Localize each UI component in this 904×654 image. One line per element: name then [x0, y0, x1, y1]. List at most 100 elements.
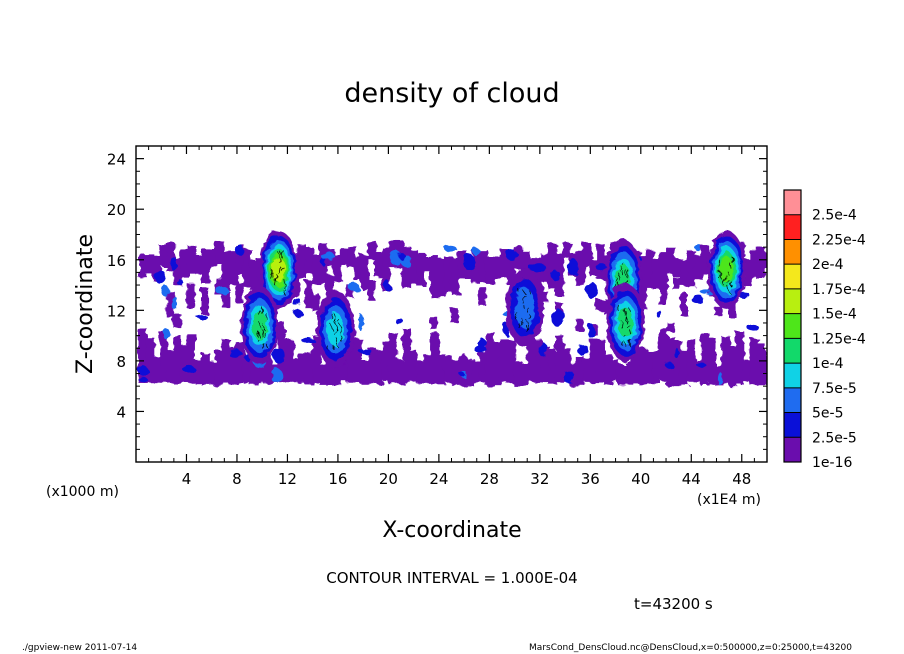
chart-title: density of cloud [344, 78, 559, 109]
contour-line [526, 307, 529, 313]
cloud-cell [666, 336, 675, 386]
density-cell [398, 253, 406, 260]
density-cell [301, 337, 315, 344]
density-cell [171, 295, 177, 310]
contour-line [521, 318, 524, 323]
colorbar-swatch [784, 363, 801, 388]
cloud-cell [277, 322, 285, 336]
cloud-cell [679, 260, 689, 286]
cloud-cell [714, 306, 723, 317]
colorbar-label: 1e-16 [812, 455, 852, 471]
contour-line [271, 269, 273, 277]
time-label: t=43200 s [634, 595, 713, 613]
cloud-cell [659, 328, 668, 382]
density-cell [154, 269, 166, 284]
cloud-cell [173, 258, 183, 286]
cloud-cell [700, 246, 710, 274]
cloud-cell [548, 349, 557, 385]
density-cell [696, 362, 707, 368]
x-tick-label: 36 [581, 470, 600, 488]
cloud-cell [173, 313, 181, 328]
contour-line [718, 270, 721, 278]
contour-line [727, 286, 730, 293]
cloud-cell [291, 359, 301, 383]
contour-line [334, 327, 337, 336]
cloud-cell [423, 353, 432, 383]
colorbar-swatch [784, 239, 801, 265]
density-cell [234, 244, 244, 256]
density-cell [562, 371, 576, 384]
cloud-cell [527, 334, 537, 382]
x-tick-label: 24 [429, 470, 448, 488]
cloud-cell [548, 272, 556, 289]
cloud-cell [228, 348, 238, 385]
contour-line [625, 335, 627, 339]
x-unit-label: (x1000 m) [46, 484, 119, 500]
contour-line [329, 313, 333, 318]
cloud-cell [693, 256, 703, 281]
cloud-cell [631, 344, 641, 383]
cloud-cell [360, 361, 370, 385]
contour-line [280, 251, 282, 256]
cloud-cell [506, 254, 516, 285]
cloud-cell [672, 340, 682, 387]
cloud-cell [332, 255, 342, 281]
cloud-cell [492, 342, 502, 386]
cloud-cell [589, 339, 599, 383]
contour-line [339, 334, 342, 343]
cloud-cell [457, 250, 467, 280]
cloud-cell [256, 360, 266, 383]
cloud-cell [360, 254, 370, 290]
cloud-cell [686, 250, 696, 287]
cloud-cell [742, 360, 752, 382]
contour-line [628, 339, 632, 346]
density-cell [665, 362, 674, 369]
cloud-cell [471, 360, 481, 384]
density-cell [532, 263, 546, 273]
cloud-cell [166, 290, 174, 317]
contour-line [728, 279, 730, 285]
colorbar-swatch [784, 338, 801, 364]
cloud-cell [214, 240, 224, 265]
colorbar-label: 2.5e-5 [812, 430, 857, 446]
density-cell [739, 292, 751, 299]
cloud-cell [200, 287, 209, 315]
cloud-cell [756, 247, 766, 280]
cloud-cell [409, 250, 419, 285]
x-tick-label: 40 [631, 470, 650, 488]
cloud-cell [235, 244, 245, 275]
cloud-cell [443, 356, 453, 383]
x-tick-label: 20 [379, 470, 398, 488]
density-cell [690, 294, 704, 303]
density-cell [567, 258, 579, 276]
density-cell [477, 338, 487, 349]
cloud-cell [485, 331, 495, 386]
density-cell [443, 245, 457, 252]
density-cell [183, 365, 196, 374]
colorbar-swatch [784, 288, 801, 314]
colorbar-swatch [784, 214, 801, 240]
cloud-cell [305, 247, 314, 274]
colorbar-swatch [784, 313, 801, 339]
cloud-cell [548, 243, 557, 287]
y-tick-label: 20 [107, 201, 126, 219]
colorbar-label: 7.5e-5 [812, 381, 857, 397]
contour-line [526, 320, 529, 329]
cloud-cell [436, 259, 446, 297]
density-cell [163, 328, 170, 341]
contour-line [279, 266, 282, 275]
cloud-cell [721, 336, 731, 384]
cloud-cell [506, 339, 516, 384]
contour-line [627, 270, 630, 277]
density-cell [291, 297, 301, 306]
cloud-cell [520, 363, 530, 387]
cloud-cell [200, 352, 210, 385]
cloud-cell [187, 245, 196, 273]
cloud-cell [645, 350, 655, 384]
colorbar-label: 2.25e-4 [812, 232, 866, 248]
colorbar-swatch [784, 412, 801, 438]
contour-line [621, 320, 623, 329]
cloud-cell [513, 246, 523, 270]
contour-line [525, 324, 527, 332]
